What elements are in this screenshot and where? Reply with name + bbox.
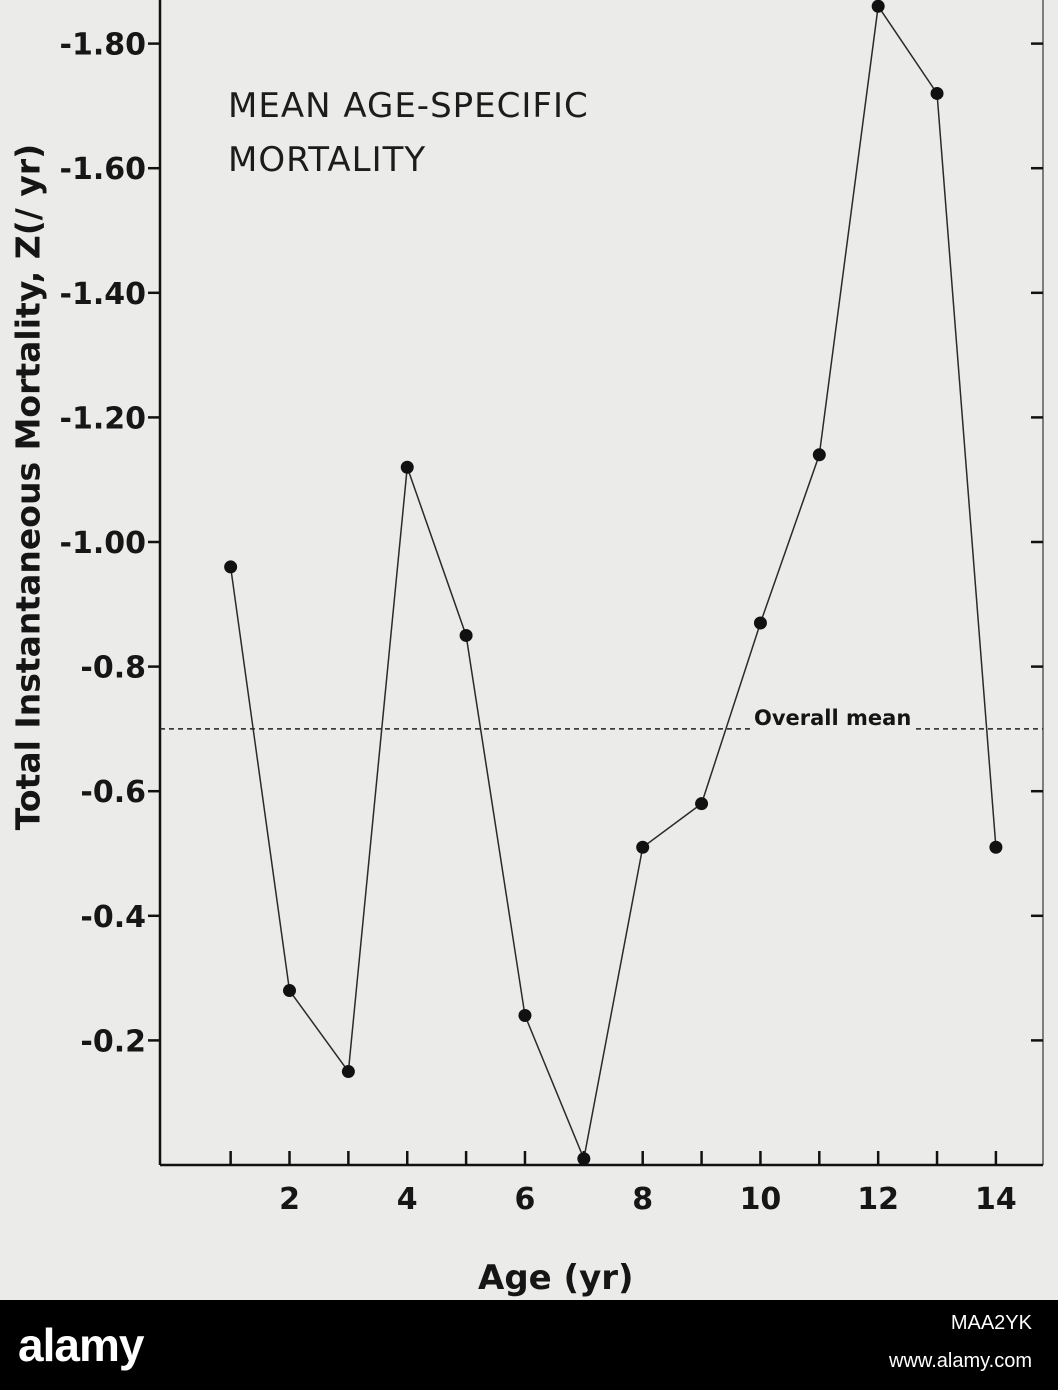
data-point <box>400 460 414 474</box>
x-tick-label: 14 <box>975 1182 1017 1217</box>
footer-url[interactable]: www.alamy.com <box>889 1350 1032 1372</box>
data-point <box>577 1152 591 1166</box>
alamy-logo[interactable]: alamy <box>18 1319 144 1371</box>
mortality-series-line <box>229 4 997 1162</box>
x-tick-label: 12 <box>857 1182 899 1217</box>
data-point <box>989 840 1003 854</box>
data-point <box>459 628 473 642</box>
y-tick-label: -0.2 <box>80 1024 146 1059</box>
x-tick-label: 2 <box>279 1182 300 1217</box>
footer-bar: alamy MAA2YK www.alamy.com <box>0 1300 1058 1390</box>
y-tick-label: -1.00 <box>60 526 146 561</box>
data-point <box>636 840 650 854</box>
y-tick-label: -1.20 <box>60 401 146 436</box>
data-point <box>695 797 709 811</box>
y-tick-label: -0.4 <box>80 900 146 935</box>
data-point <box>341 1065 355 1079</box>
data-point <box>871 0 885 13</box>
chart-plot: -0.2 -0.4 -0.6 -0.8 -1.00 -1.20 -1.40 -1.60 -1.8… <box>60 0 1044 1217</box>
data-point <box>283 984 297 998</box>
y-tick-label: -1.80 <box>60 28 146 63</box>
chart-area: -0.2 -0.4 -0.6 -0.8 -1.00 -1.20 -1.40 -1.60 -1.8… <box>8 0 1044 1298</box>
y-tick-label: -1.60 <box>60 152 146 187</box>
chart-title-line-1: MEAN AGE-SPECIFIC <box>228 86 589 126</box>
overall-mean-label: Overall mean <box>750 706 916 730</box>
image-code: MAA2YK <box>950 1312 1032 1334</box>
x-tick-label: 10 <box>740 1182 782 1217</box>
data-point <box>224 560 238 574</box>
x-tick-label: 6 <box>515 1182 536 1217</box>
y-tick-label: -0.8 <box>80 651 146 686</box>
data-point <box>930 86 944 100</box>
data-point <box>518 1008 532 1022</box>
x-tick-label: 4 <box>397 1182 418 1217</box>
chart-title-line-2: MORTALITY <box>228 140 427 180</box>
x-axis-label: Age (yr) <box>478 1258 634 1298</box>
x-tick-label: 8 <box>632 1182 653 1217</box>
y-axis-label: Total Instantaneous Mortality, Z(/ yr) <box>8 143 48 831</box>
y-tick-label: -1.40 <box>60 277 146 312</box>
data-point <box>812 448 826 462</box>
data-point <box>753 616 767 630</box>
y-tick-label: -0.6 <box>80 775 146 810</box>
